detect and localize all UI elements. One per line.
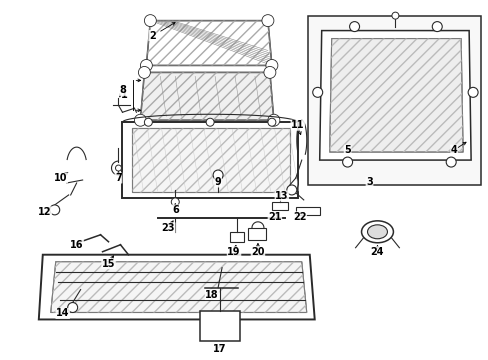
Circle shape (144, 15, 156, 27)
Text: 23: 23 (161, 223, 175, 233)
Circle shape (267, 114, 279, 126)
Circle shape (262, 15, 273, 27)
Text: 6: 6 (172, 205, 178, 215)
Text: 20: 20 (251, 247, 264, 257)
Text: 8: 8 (119, 85, 125, 95)
Circle shape (391, 12, 398, 19)
Circle shape (206, 118, 214, 126)
Circle shape (467, 87, 477, 97)
Polygon shape (140, 72, 273, 120)
Circle shape (264, 67, 275, 78)
Text: 10: 10 (54, 173, 67, 183)
Text: 13: 13 (275, 191, 288, 201)
Text: 3: 3 (366, 177, 372, 187)
Ellipse shape (361, 221, 393, 243)
Text: 11: 11 (290, 120, 304, 130)
Text: 18: 18 (205, 289, 219, 300)
Circle shape (138, 67, 150, 78)
Text: 7: 7 (115, 173, 122, 183)
Polygon shape (132, 128, 289, 192)
Circle shape (286, 185, 296, 195)
Circle shape (213, 170, 223, 180)
Text: 17: 17 (213, 345, 226, 354)
Polygon shape (51, 262, 306, 312)
Polygon shape (146, 21, 271, 66)
Circle shape (349, 22, 359, 32)
Text: 24: 24 (370, 247, 384, 257)
Circle shape (50, 205, 60, 215)
Text: 15: 15 (102, 259, 115, 269)
Circle shape (171, 198, 179, 206)
Text: 4: 4 (450, 145, 457, 155)
Text: 2: 2 (149, 31, 155, 41)
Bar (229, 232, 244, 242)
Circle shape (446, 157, 455, 167)
Bar (307, 15, 480, 185)
Text: 22: 22 (292, 212, 306, 222)
Circle shape (342, 157, 352, 167)
Ellipse shape (367, 225, 386, 239)
Bar (295, 207, 319, 215)
Text: 12: 12 (38, 207, 51, 217)
Circle shape (67, 302, 78, 312)
Text: 16: 16 (70, 240, 83, 250)
Circle shape (115, 165, 121, 171)
Circle shape (265, 59, 277, 71)
Polygon shape (122, 122, 297, 198)
Circle shape (431, 22, 441, 32)
Bar (271, 202, 287, 210)
Text: 21: 21 (267, 212, 281, 222)
Circle shape (144, 118, 152, 126)
Bar (247, 228, 265, 240)
Polygon shape (319, 31, 470, 160)
Polygon shape (329, 39, 462, 152)
Text: 1: 1 (121, 90, 127, 100)
Text: 14: 14 (56, 309, 69, 319)
Circle shape (134, 114, 146, 126)
Text: 9: 9 (214, 177, 221, 187)
Circle shape (140, 59, 152, 71)
Text: 5: 5 (344, 145, 350, 155)
Text: 19: 19 (227, 247, 240, 257)
Circle shape (267, 118, 275, 126)
Polygon shape (39, 255, 314, 319)
Bar (200, 311, 240, 341)
Circle shape (312, 87, 322, 97)
